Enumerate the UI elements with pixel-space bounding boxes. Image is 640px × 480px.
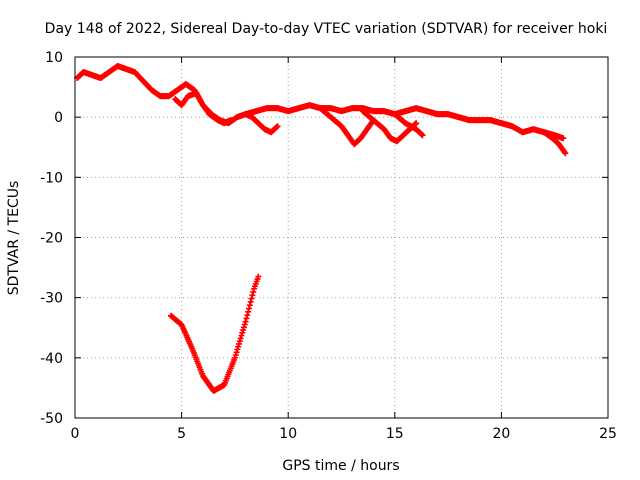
data-point [246, 302, 253, 309]
y-tick-label: -20 [40, 231, 63, 247]
data-point [562, 150, 569, 157]
data-point [227, 117, 234, 124]
data-point [560, 135, 567, 142]
x-tick-label: 10 [279, 426, 297, 442]
y-tick-label: 10 [45, 50, 63, 66]
x-axis-label: GPS time / hours [282, 458, 399, 474]
data-point [242, 318, 249, 325]
data-point [245, 308, 252, 315]
data-point [244, 312, 251, 319]
y-tick-label: -10 [40, 170, 63, 186]
x-tick-label: 15 [386, 426, 404, 442]
data-point [274, 123, 281, 130]
data-point [247, 298, 254, 305]
axis-ticks: 0 5 10 15 20 25 10 0 -10 -20 -30 -40 -50 [40, 50, 617, 442]
series-5 [359, 108, 420, 145]
data-point [413, 120, 420, 127]
y-tick-label: -30 [40, 291, 63, 307]
series-3 [242, 111, 281, 136]
series-6 [391, 111, 426, 139]
data-series [74, 63, 569, 394]
y-tick-label: -50 [40, 411, 63, 427]
series-1 [74, 63, 567, 142]
series-7 [541, 129, 569, 157]
x-tick-label: 0 [71, 426, 80, 442]
series-8 [167, 273, 262, 394]
y-tick-label: -40 [40, 351, 63, 367]
x-tick-label: 25 [599, 426, 617, 442]
data-point [250, 288, 257, 295]
x-tick-label: 5 [177, 426, 186, 442]
series-2 [172, 90, 234, 127]
data-point [255, 273, 262, 280]
grid-lines [75, 57, 608, 418]
data-point [248, 295, 255, 302]
y-tick-label: 0 [54, 110, 63, 126]
data-point [245, 305, 252, 312]
y-axis-label: SDTVAR / TECUs [6, 181, 22, 296]
data-point [419, 132, 426, 139]
x-tick-label: 20 [492, 426, 510, 442]
data-point [249, 292, 256, 299]
data-point [243, 315, 250, 322]
chart-title: Day 148 of 2022, Sidereal Day-to-day VTE… [45, 21, 608, 37]
